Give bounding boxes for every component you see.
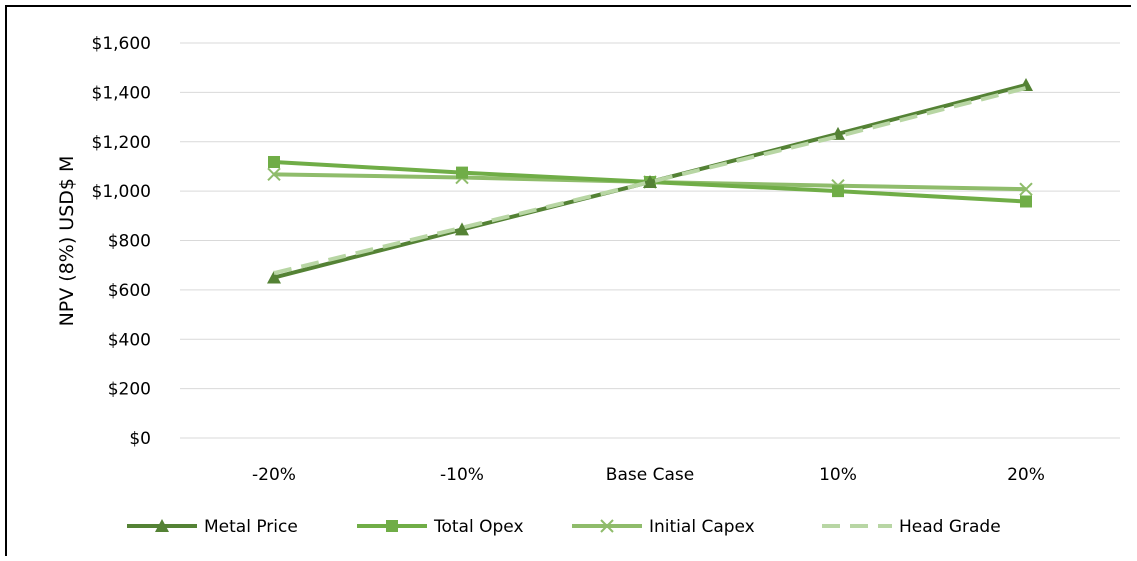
y-tick-label: $1,400 xyxy=(92,83,151,103)
legend-label: Initial Capex xyxy=(649,517,755,537)
y-tick-label: $0 xyxy=(129,429,151,449)
series-line xyxy=(273,85,1027,276)
data-point xyxy=(1020,195,1032,208)
y-tick-label: $200 xyxy=(108,380,151,400)
data-point xyxy=(643,174,657,188)
x-axis-tick-labels: -20% -10% Base Case 10% 20% xyxy=(252,465,1045,485)
legend-label: Total Opex xyxy=(433,517,524,537)
series-lines xyxy=(267,77,1033,284)
x-tick-label: Base Case xyxy=(606,465,694,485)
chart-frame xyxy=(5,5,1131,556)
legend-item: Head Grade xyxy=(822,517,1001,537)
y-tick-label: $1,200 xyxy=(92,133,151,153)
y-tick-label: $1,600 xyxy=(92,34,151,54)
y-tick-label: $400 xyxy=(108,330,151,350)
data-point xyxy=(267,270,281,284)
y-tick-label: $800 xyxy=(108,232,151,252)
data-point xyxy=(455,222,469,236)
data-point xyxy=(268,155,280,168)
series-head-grade xyxy=(273,85,1027,276)
legend-label: Head Grade xyxy=(899,517,1001,537)
x-tick-label: -20% xyxy=(252,465,296,485)
legend-marker xyxy=(155,519,169,532)
y-tick-label: $600 xyxy=(108,281,151,301)
legend-marker xyxy=(386,520,398,532)
data-point xyxy=(832,185,844,198)
data-point xyxy=(267,167,281,182)
legend-item: Total Opex xyxy=(357,517,524,537)
legend-item: Metal Price xyxy=(127,517,298,537)
data-point xyxy=(456,166,468,179)
data-point xyxy=(1019,182,1033,196)
legend: Metal Price Total Opex Initial Capex Head G… xyxy=(127,517,1001,537)
legend-item: Initial Capex xyxy=(572,517,755,537)
x-tick-label: 20% xyxy=(1007,465,1045,485)
y-axis-tick-labels: $0 $200 $400 $600 $800 $1,000 $1,200 $1,400 $1,6… xyxy=(92,34,151,449)
y-axis-label: NPV (8%) USD$ M xyxy=(56,156,78,327)
legend-marker xyxy=(600,519,614,533)
x-tick-label: -10% xyxy=(440,465,484,485)
series-metal-price xyxy=(267,77,1033,284)
gridlines xyxy=(180,42,1120,439)
legend-label: Metal Price xyxy=(204,517,298,537)
y-tick-label: $1,000 xyxy=(92,182,151,202)
x-tick-label: 10% xyxy=(819,465,857,485)
